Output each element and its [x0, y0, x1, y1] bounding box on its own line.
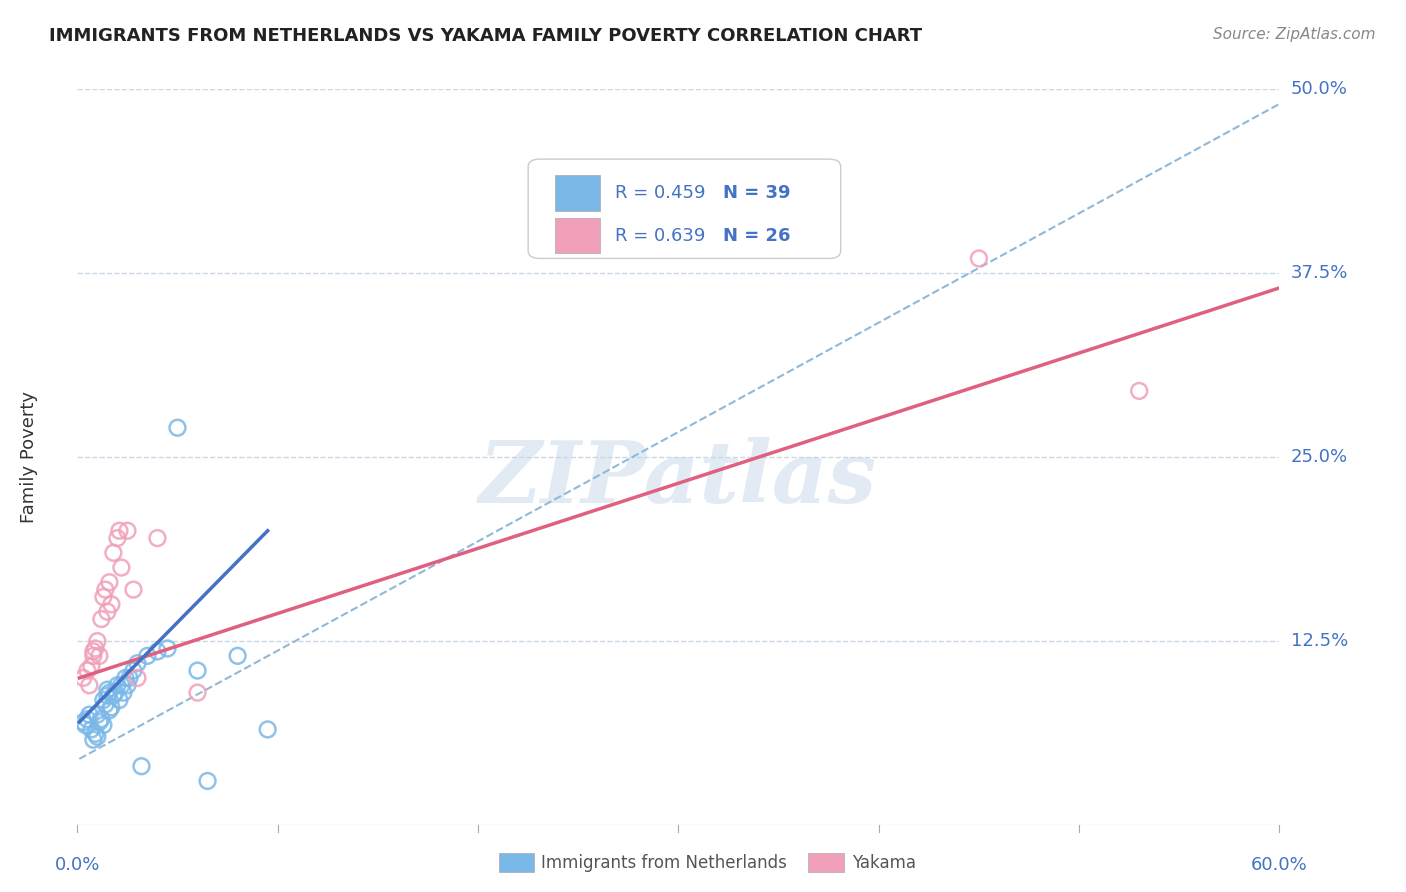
Point: [226, 648, 249, 663]
Point: [72, 671, 94, 685]
Point: [127, 657, 149, 671]
Point: [93, 718, 115, 732]
Text: Yakama: Yakama: [852, 854, 917, 871]
FancyBboxPatch shape: [529, 159, 841, 259]
Point: [86, 634, 108, 648]
Text: Immigrants from Netherlands: Immigrants from Netherlands: [541, 854, 787, 871]
Point: [96, 605, 118, 619]
Text: 25.0%: 25.0%: [1291, 448, 1348, 467]
Point: [90, 712, 112, 726]
Point: [96, 682, 118, 697]
Point: [136, 648, 159, 663]
Point: [107, 678, 129, 692]
Point: [100, 598, 122, 612]
Point: [84, 727, 107, 741]
Point: [127, 671, 149, 685]
Point: [98, 703, 121, 717]
Point: [86, 707, 108, 722]
Text: R = 0.459: R = 0.459: [614, 184, 706, 202]
Point: [80, 723, 103, 737]
Point: [146, 531, 169, 545]
Point: [156, 641, 179, 656]
Text: Family Poverty: Family Poverty: [20, 392, 38, 523]
Point: [967, 252, 990, 266]
Point: [76, 664, 98, 678]
Point: [90, 612, 112, 626]
Point: [94, 582, 117, 597]
Point: [107, 531, 129, 545]
Point: [94, 698, 117, 712]
Text: N = 26: N = 26: [723, 227, 790, 244]
Text: ZIPatlas: ZIPatlas: [479, 437, 877, 521]
Text: Source: ZipAtlas.com: Source: ZipAtlas.com: [1212, 27, 1375, 42]
Point: [89, 648, 111, 663]
Point: [104, 686, 127, 700]
Point: [166, 420, 188, 434]
Point: [108, 524, 131, 538]
Text: 12.5%: 12.5%: [1291, 632, 1348, 650]
Text: R = 0.639: R = 0.639: [614, 227, 704, 244]
Point: [103, 689, 125, 703]
Point: [122, 582, 145, 597]
Text: 0.0%: 0.0%: [55, 855, 100, 873]
Point: [76, 712, 98, 726]
Point: [80, 659, 103, 673]
FancyBboxPatch shape: [554, 176, 600, 211]
Point: [72, 715, 94, 730]
Point: [84, 641, 107, 656]
Point: [256, 723, 278, 737]
Point: [186, 664, 209, 678]
Point: [93, 693, 115, 707]
Point: [75, 718, 97, 732]
Text: 50.0%: 50.0%: [1291, 80, 1347, 98]
Point: [103, 546, 125, 560]
Point: [186, 686, 209, 700]
Point: [89, 715, 111, 730]
Point: [98, 686, 121, 700]
Point: [82, 648, 104, 663]
Point: [118, 671, 141, 685]
Point: [82, 732, 104, 747]
Point: [112, 686, 135, 700]
Point: [117, 524, 139, 538]
Point: [131, 759, 153, 773]
Point: [96, 689, 118, 703]
Point: [114, 671, 136, 685]
Point: [98, 575, 121, 590]
FancyBboxPatch shape: [554, 218, 600, 253]
Point: [1128, 384, 1150, 398]
Point: [117, 678, 139, 692]
Point: [93, 590, 115, 604]
Point: [79, 707, 101, 722]
Point: [108, 693, 131, 707]
Text: 60.0%: 60.0%: [1251, 855, 1308, 873]
Text: 37.5%: 37.5%: [1291, 264, 1348, 282]
Point: [122, 664, 145, 678]
Point: [146, 644, 169, 658]
Point: [110, 678, 132, 692]
Point: [100, 700, 122, 714]
Point: [197, 774, 219, 789]
Point: [79, 678, 101, 692]
Point: [82, 644, 104, 658]
Point: [86, 730, 108, 744]
Text: IMMIGRANTS FROM NETHERLANDS VS YAKAMA FAMILY POVERTY CORRELATION CHART: IMMIGRANTS FROM NETHERLANDS VS YAKAMA FA…: [49, 27, 922, 45]
Point: [110, 560, 132, 574]
Text: N = 39: N = 39: [723, 184, 790, 202]
